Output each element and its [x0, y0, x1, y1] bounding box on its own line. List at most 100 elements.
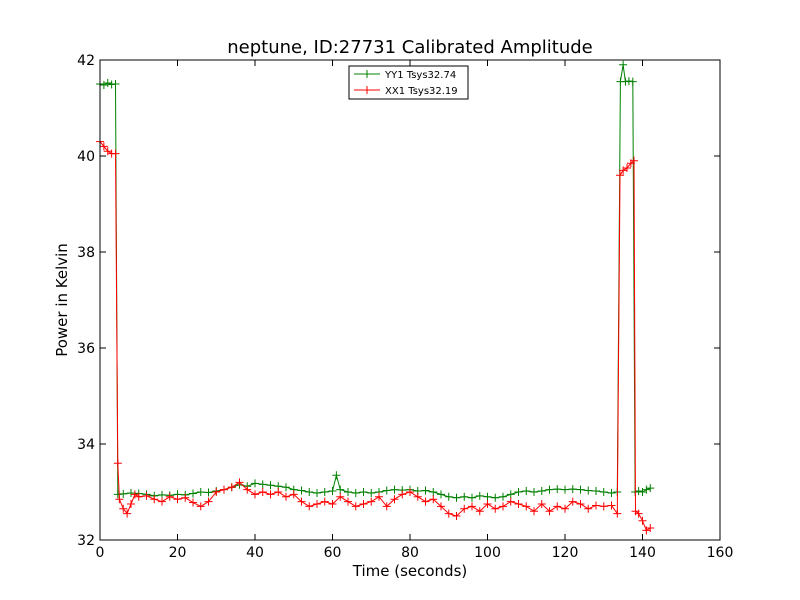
data-point-xx1 — [634, 509, 643, 518]
data-point-xx1 — [165, 492, 174, 501]
data-point-yy1 — [313, 488, 321, 497]
data-point-xx1 — [258, 488, 267, 496]
data-point-xx1 — [623, 164, 631, 172]
data-point-yy1 — [444, 492, 453, 501]
data-point-xx1 — [537, 500, 546, 508]
data-point-xx1 — [243, 485, 252, 494]
data-point-xx1 — [444, 509, 453, 518]
data-point-yy1 — [483, 492, 492, 501]
series-layer — [96, 60, 655, 535]
data-point-xx1 — [429, 495, 438, 504]
data-point-xx1 — [599, 502, 608, 511]
x-tick-label: 0 — [96, 545, 105, 561]
data-point-yy1 — [537, 487, 546, 496]
data-point-xx1 — [266, 490, 275, 499]
data-point-yy1 — [297, 486, 306, 495]
data-point-xx1 — [475, 507, 484, 516]
data-point-xx1 — [127, 500, 135, 508]
data-point-xx1 — [452, 512, 461, 520]
data-point-yy1 — [305, 488, 314, 496]
data-point-yy1 — [499, 492, 507, 501]
data-point-yy1 — [119, 489, 128, 498]
data-point-yy1 — [561, 485, 569, 494]
data-point-yy1 — [158, 490, 166, 499]
data-point-xx1 — [227, 483, 236, 492]
data-point-yy1 — [359, 488, 368, 496]
data-point-xx1 — [351, 502, 360, 511]
data-point-yy1 — [628, 77, 637, 86]
data-point-xx1 — [189, 498, 197, 507]
x-tick-label: 120 — [552, 545, 579, 561]
data-point-yy1 — [522, 487, 531, 496]
data-point-yy1 — [189, 489, 197, 498]
data-point-xx1 — [499, 502, 507, 511]
plot-frame — [99, 59, 721, 541]
data-point-yy1 — [251, 479, 259, 488]
data-point-xx1 — [568, 497, 577, 506]
data-point-yy1 — [545, 485, 554, 494]
data-point-yy1 — [204, 488, 213, 497]
x-tick-label: 160 — [707, 545, 734, 561]
data-point-xx1 — [390, 495, 399, 504]
data-point-xx1 — [313, 500, 321, 508]
data-point-yy1 — [111, 80, 120, 88]
data-point-xx1 — [530, 507, 538, 516]
x-tick-label: 80 — [401, 545, 419, 561]
data-point-yy1 — [351, 488, 360, 497]
data-point-yy1 — [367, 488, 376, 497]
data-point-xx1 — [522, 502, 531, 511]
data-point-xx1 — [561, 504, 569, 513]
data-point-xx1 — [382, 502, 391, 511]
data-point-yy1 — [332, 471, 341, 480]
data-point-yy1 — [320, 488, 329, 496]
data-point-yy1 — [646, 484, 655, 493]
data-point-xx1 — [553, 502, 562, 511]
data-point-yy1 — [99, 80, 108, 89]
data-point-xx1 — [375, 492, 383, 501]
data-point-xx1 — [406, 488, 414, 496]
data-point-xx1 — [460, 504, 469, 513]
data-point-xx1 — [235, 478, 244, 487]
ticks-layer: 0 20 40 60 80 100 120 140 160 32 34 36 38 40 42 — [77, 53, 733, 561]
data-point-xx1 — [251, 490, 259, 499]
data-point-xx1 — [212, 488, 221, 496]
data-point-yy1 — [607, 488, 616, 497]
data-point-xx1 — [111, 149, 120, 158]
data-point-xx1 — [616, 171, 625, 180]
data-point-xx1 — [274, 488, 283, 496]
chart-title: neptune, ID:27731 Calibrated Amplitude — [227, 37, 593, 58]
x-tick-label: 40 — [246, 545, 264, 561]
data-point-xx1 — [592, 501, 600, 510]
data-point-xx1 — [398, 490, 407, 499]
data-point-yy1 — [530, 488, 538, 496]
data-point-xx1 — [336, 492, 345, 501]
data-point-xx1 — [584, 504, 593, 513]
data-point-xx1 — [646, 524, 655, 532]
data-point-xx1 — [607, 501, 616, 510]
data-point-xx1 — [359, 500, 368, 508]
data-point-xx1 — [514, 500, 523, 508]
legend-marker-xx1 — [363, 86, 371, 94]
data-point-xx1 — [99, 142, 108, 151]
data-point-yy1 — [258, 480, 267, 489]
legend-marker-yy1 — [363, 70, 371, 78]
data-point-xx1 — [629, 156, 638, 165]
data-point-yy1 — [642, 485, 651, 494]
legend: YY1 Tsys32.74 XX1 Tsys32.19 — [348, 65, 469, 100]
data-point-xx1 — [119, 504, 128, 513]
legend-box — [348, 65, 469, 100]
data-point-yy1 — [196, 488, 205, 496]
data-point-yy1 — [576, 485, 585, 494]
y-axis-label: Power in Kelvin — [53, 243, 71, 357]
x-tick-label: 60 — [324, 545, 342, 561]
data-point-yy1 — [584, 486, 593, 495]
data-point-xx1 — [437, 502, 445, 511]
data-point-xx1 — [491, 504, 500, 513]
data-point-yy1 — [390, 485, 399, 494]
data-point-xx1 — [468, 502, 476, 511]
data-point-yy1 — [475, 491, 484, 500]
data-point-yy1 — [568, 485, 577, 494]
data-point-xx1 — [305, 502, 314, 511]
